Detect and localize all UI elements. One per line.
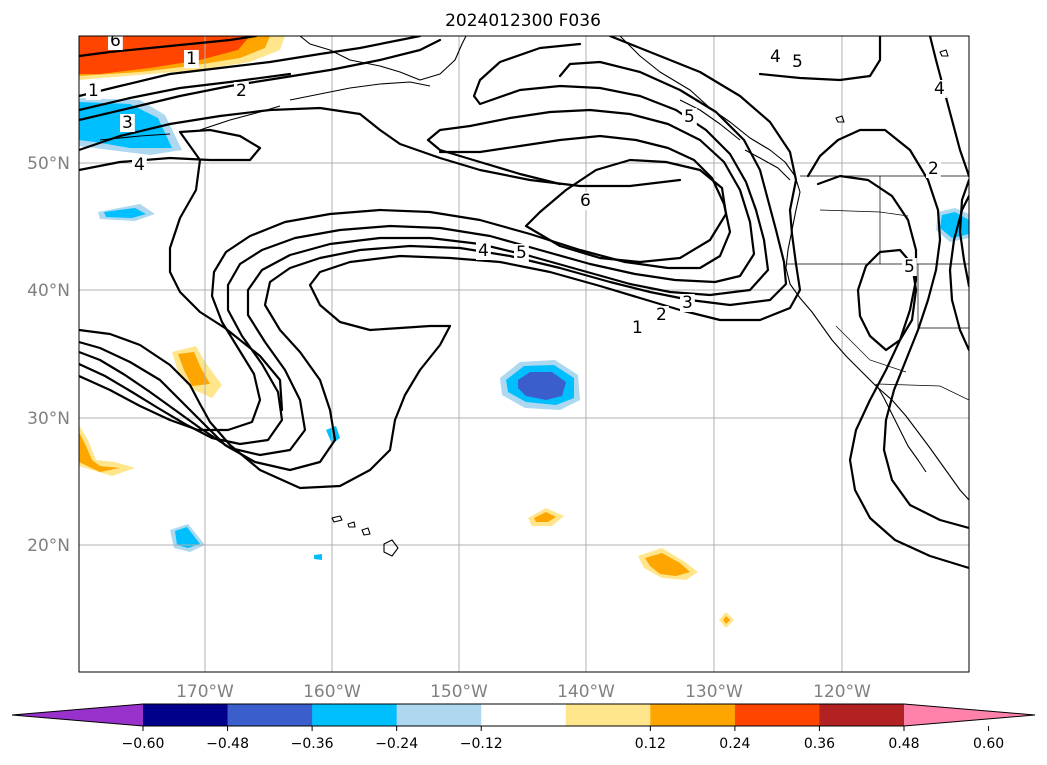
colorbar-tick-label: −0.60 <box>122 736 165 752</box>
lon-label: 120°W <box>813 682 871 702</box>
contour-label: 1 <box>186 49 197 69</box>
colorbar-segment <box>227 704 313 726</box>
lon-label: 160°W <box>303 682 361 702</box>
coastlines <box>99 36 969 557</box>
lat-label: 40°N <box>27 281 70 301</box>
latitude-labels: 50°N 40°N 30°N 20°N <box>27 154 70 556</box>
contour-label: 6 <box>580 191 591 211</box>
contour-label-bg <box>108 36 123 50</box>
colorbar-segment <box>396 704 482 726</box>
political-borders <box>786 175 969 401</box>
contour-label: 5 <box>904 257 915 277</box>
contour-label: 2 <box>236 81 247 101</box>
colorbar-segment <box>650 704 736 726</box>
contour-label: 4 <box>770 47 781 67</box>
colorbar-tick-label: 0.48 <box>888 736 919 752</box>
contour-label-bg <box>932 80 947 98</box>
contour-label-bg <box>120 114 135 132</box>
contour-label-bg <box>680 294 695 312</box>
contour-label: 4 <box>478 241 489 261</box>
figure-title: 2024012300 F036 <box>445 11 601 31</box>
colorbar-tick-label: −0.36 <box>291 736 334 752</box>
shading-layer <box>79 36 969 628</box>
contour-label-bg <box>476 242 491 260</box>
contour-label-bg <box>234 82 249 100</box>
contour-label: 3 <box>122 113 133 133</box>
colorbar-tick-label: 0.36 <box>804 736 835 752</box>
contour-label-bg <box>132 156 147 174</box>
colorbar: −0.60 −0.48 −0.36 −0.24 −0.12 0.12 0.24 0.36 0.4… <box>11 703 1036 752</box>
colorbar-segment <box>481 704 567 726</box>
map-frame <box>78 35 970 673</box>
lon-label: 140°W <box>557 682 615 702</box>
contour-label-bg <box>926 160 941 178</box>
colorbar-extend-low <box>12 704 143 726</box>
contour-label-bg <box>790 53 805 71</box>
contour-label-bg <box>578 192 593 210</box>
colorbar-tick-label: 0.24 <box>719 736 750 752</box>
colorbar-segment <box>143 704 229 726</box>
colorbar-segment <box>819 704 905 726</box>
colorbar-tick-label: −0.24 <box>375 736 418 752</box>
contour-label: 6 <box>110 31 121 51</box>
contour-label: 5 <box>516 243 527 263</box>
lon-label: 170°W <box>176 682 234 702</box>
contour-label-bg <box>184 50 199 68</box>
contour-label-bg <box>514 244 529 262</box>
colorbar-segment <box>734 704 820 726</box>
lon-label: 150°W <box>430 682 488 702</box>
map-area: 1 2 3 4 5 6 1 2 3 4 5 6 4 5 1 2 5 4 <box>79 31 969 672</box>
contour-label: 4 <box>934 79 945 99</box>
colorbar-tick-label: −0.48 <box>206 736 249 752</box>
contour-label-group: 1 2 3 4 5 6 1 2 3 4 5 6 4 5 1 2 5 4 <box>86 31 947 338</box>
contour-lines <box>79 36 969 570</box>
contour-label: 2 <box>656 305 667 325</box>
colorbar-segment <box>312 704 398 726</box>
longitude-labels: 170°W 160°W 150°W 140°W 130°W 120°W <box>176 682 871 702</box>
contour-label-bg <box>902 258 917 276</box>
contour-label: 1 <box>632 318 643 338</box>
contour-label: 5 <box>792 52 803 72</box>
colorbar-tick-label: 0.12 <box>635 736 666 752</box>
colorbar-tick-label: 0.60 <box>973 736 1004 752</box>
contour-label-bg <box>630 319 645 337</box>
lon-label: 130°W <box>685 682 743 702</box>
lat-label: 50°N <box>27 154 70 174</box>
contour-label: 1 <box>88 81 99 101</box>
colorbar-tick-label: −0.12 <box>460 736 503 752</box>
contour-label: 5 <box>684 107 695 127</box>
colorbar-extend-high <box>904 704 1035 726</box>
lat-label: 30°N <box>27 409 70 429</box>
contour-label-bg <box>86 82 101 100</box>
colorbar-segment <box>565 704 651 726</box>
contour-label-bg <box>654 306 669 324</box>
contour-label-bg <box>768 48 783 66</box>
contour-label-bg <box>682 108 697 126</box>
lat-label: 20°N <box>27 536 70 556</box>
gridlines <box>79 36 969 672</box>
contour-label: 2 <box>928 159 939 179</box>
contour-label: 3 <box>682 293 693 313</box>
contour-label: 4 <box>134 155 145 175</box>
